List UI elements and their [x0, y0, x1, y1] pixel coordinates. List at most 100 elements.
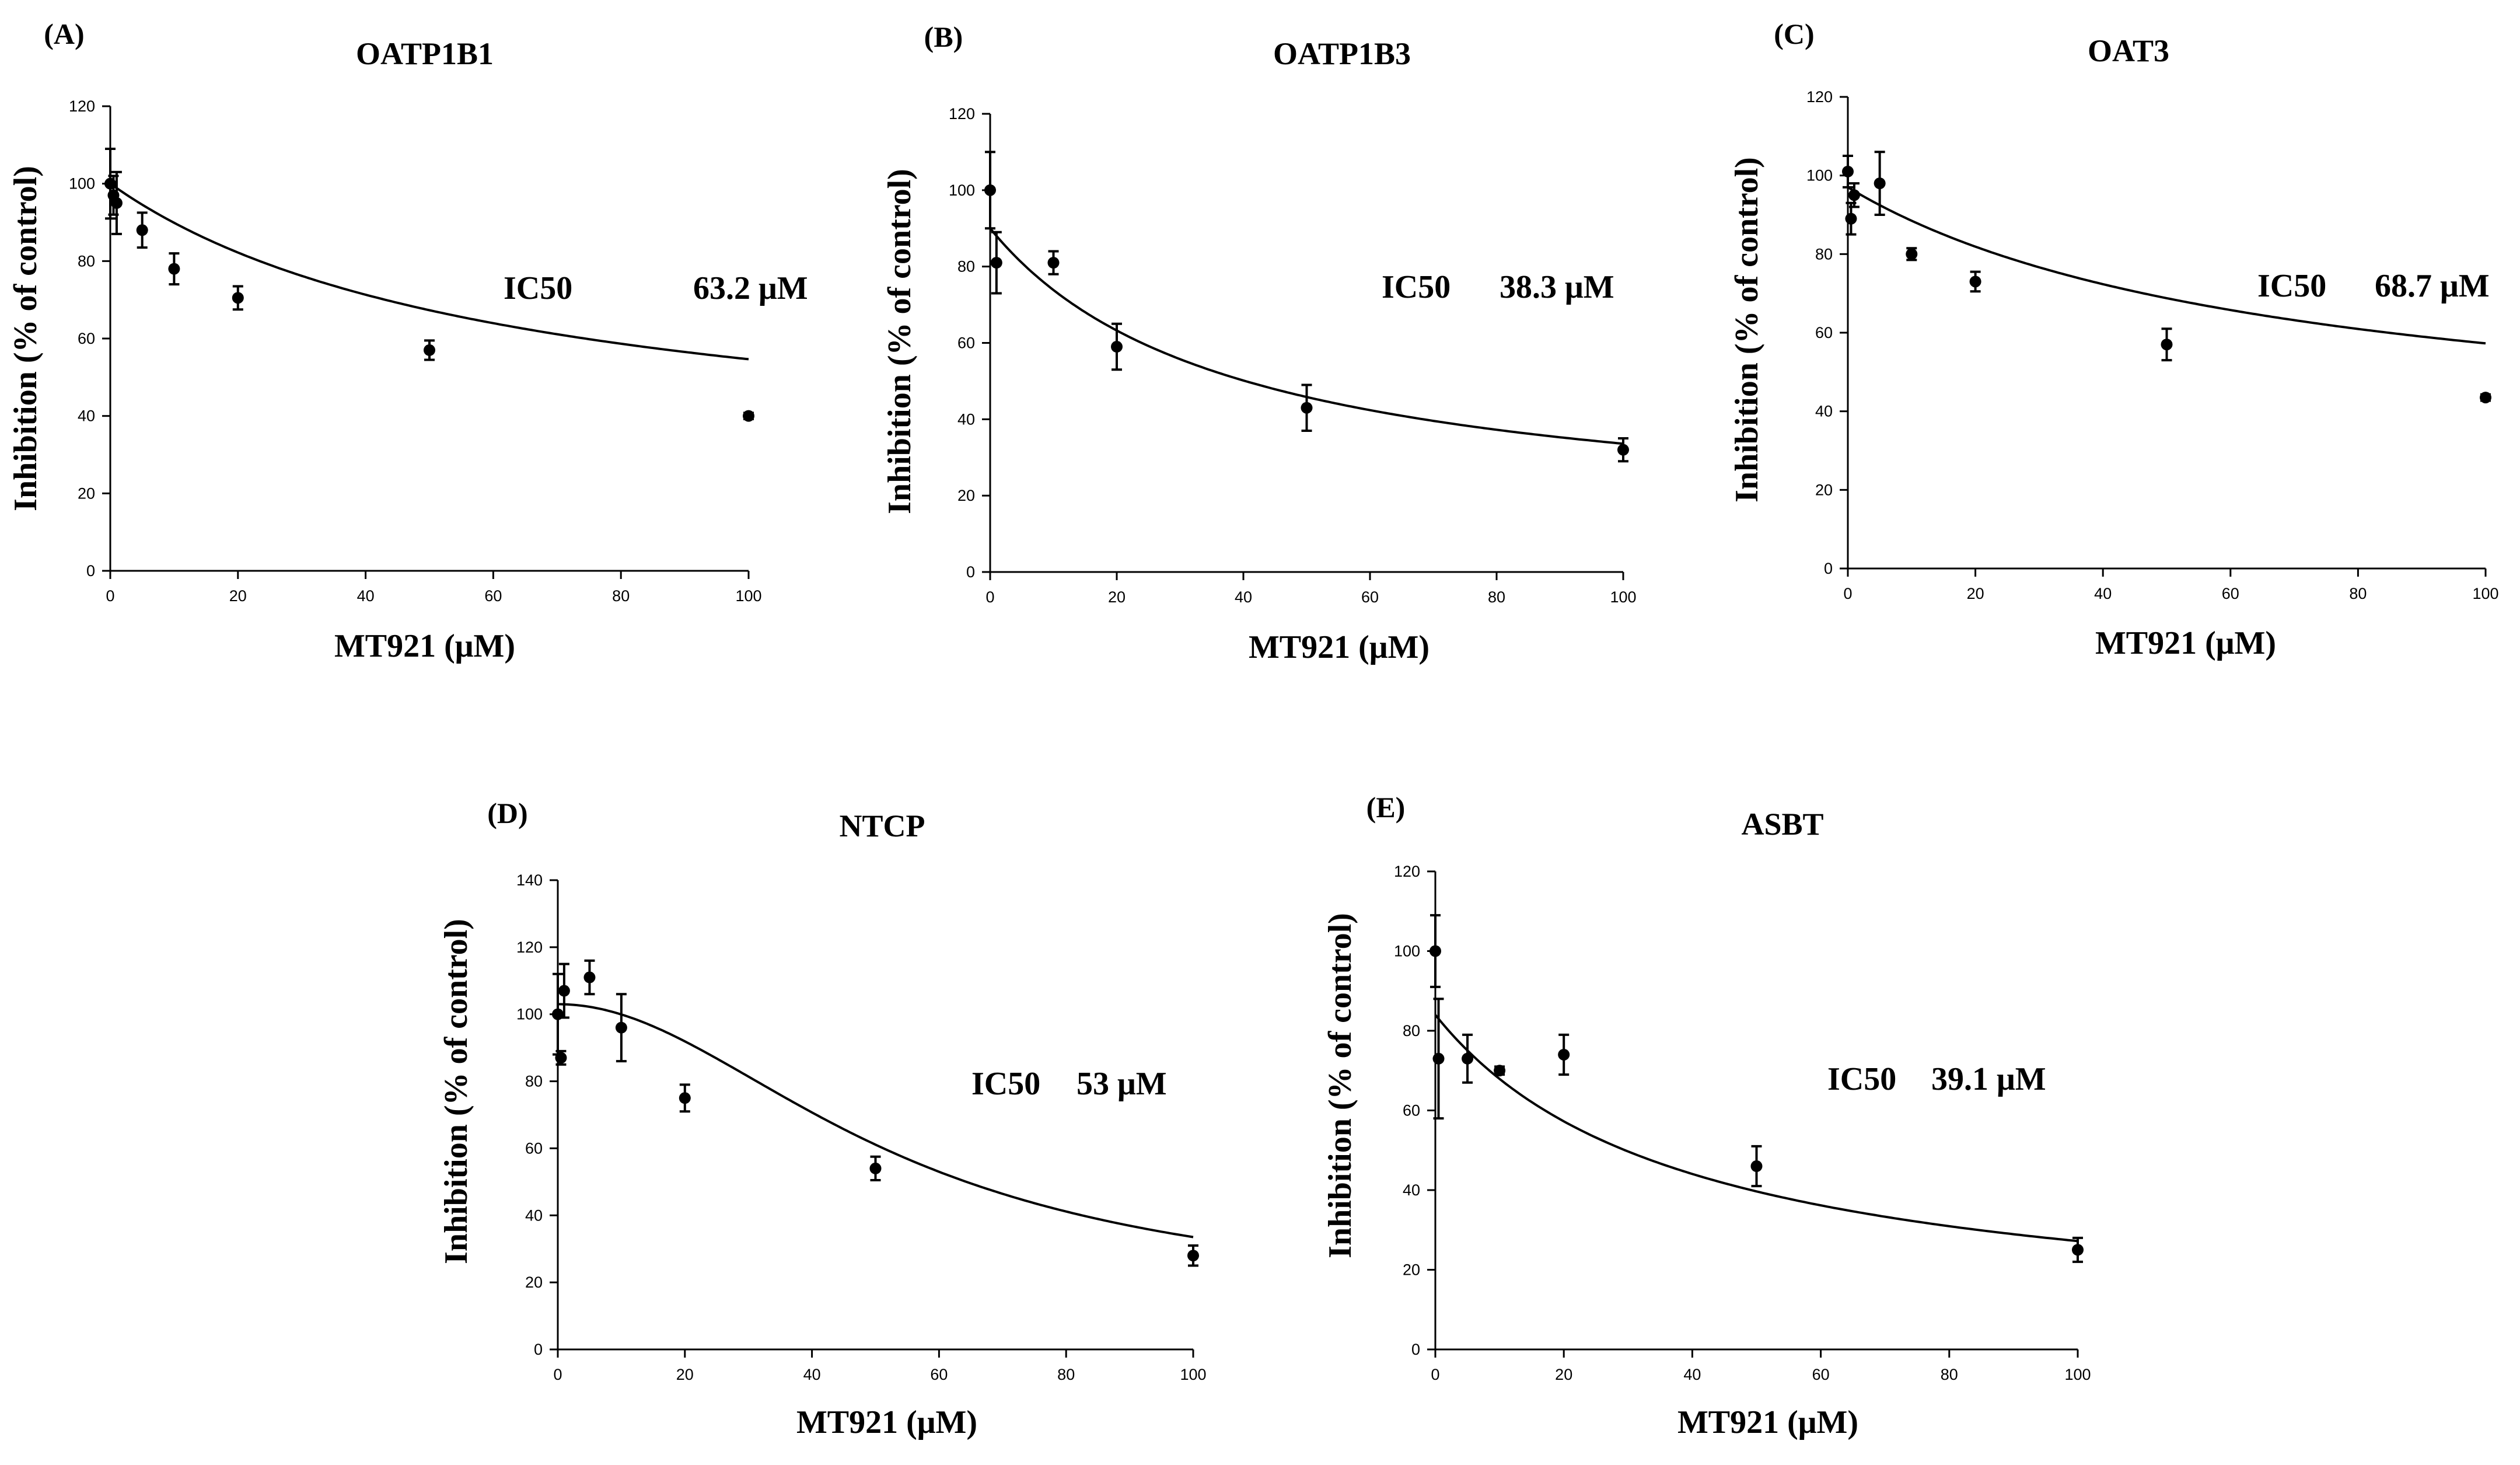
data-point	[232, 292, 244, 304]
x-tick-label: 20	[1555, 1366, 1572, 1383]
panel-letter: (D)	[487, 797, 527, 829]
x-tick-label: 40	[2094, 585, 2112, 602]
x-tick-label: 100	[735, 587, 761, 605]
ic50-label: IC50	[971, 1066, 1040, 1102]
y-tick-label: 80	[1815, 245, 1833, 263]
chart-title: OATP1B1	[356, 36, 494, 71]
data-point	[615, 1021, 627, 1034]
data-point	[1111, 341, 1123, 353]
fit-curve	[558, 1003, 1194, 1239]
y-tick-label: 80	[1403, 1022, 1420, 1040]
panel-ntcp: (D) NTCP 0 20 40 60 80 100 120 140 0 20 40 60 80 100 MT9…	[438, 797, 1207, 1440]
fit-curve	[1847, 186, 2486, 345]
data-point	[558, 985, 570, 997]
x-tick-label: 60	[484, 587, 502, 605]
ic50-label: IC50	[1382, 269, 1451, 305]
y-tick-label: 20	[957, 487, 975, 504]
y-tick-label: 120	[69, 97, 95, 115]
x-tick-label: 100	[2472, 585, 2498, 602]
x-tick-label: 80	[612, 587, 630, 605]
x-tick-label: 20	[229, 587, 247, 605]
data-point	[1845, 212, 1857, 225]
x-tick-label: 0	[106, 587, 114, 605]
chart-title: NTCP	[840, 808, 925, 843]
x-tick-label: 0	[985, 588, 994, 606]
x-tick-label: 80	[2349, 585, 2367, 602]
x-axis-label: MT921 (μM)	[1677, 1404, 1858, 1440]
data-point	[1874, 177, 1886, 190]
y-tick-label: 0	[966, 563, 975, 581]
data-point	[1617, 444, 1629, 456]
x-tick-label: 60	[2222, 585, 2239, 602]
y-tick-label: 0	[534, 1341, 543, 1358]
data-point	[1187, 1250, 1199, 1262]
panel-letter: (A)	[44, 18, 84, 50]
y-tick-label: 40	[1403, 1181, 1420, 1199]
x-axis-label: MT921 (μM)	[1249, 629, 1429, 665]
y-tick-label: 80	[78, 252, 95, 270]
x-axis-label: MT921 (μM)	[2095, 625, 2276, 661]
data-point	[1848, 189, 1860, 201]
data-point	[1429, 945, 1441, 957]
ic50-value: 38.3 μM	[1500, 269, 1614, 305]
data-point	[743, 410, 754, 422]
panel-letter: (E)	[1366, 791, 1406, 824]
y-tick-label: 100	[516, 1006, 543, 1023]
y-tick-label: 100	[949, 182, 975, 199]
x-tick-label: 20	[1108, 588, 1126, 606]
y-tick-label: 120	[516, 939, 543, 956]
y-tick-label: 40	[957, 410, 975, 428]
x-tick-label: 100	[1610, 588, 1636, 606]
x-tick-label: 40	[1683, 1366, 1701, 1383]
y-tick-label: 0	[1824, 560, 1833, 577]
data-point	[990, 257, 1002, 269]
ic50-value: 53 μM	[1076, 1066, 1167, 1102]
data-point	[984, 184, 996, 196]
y-tick-label: 20	[1815, 481, 1833, 498]
ic50-value: 39.1 μM	[1931, 1061, 2046, 1097]
data-point	[555, 1052, 567, 1064]
x-tick-label: 80	[1941, 1366, 1958, 1383]
y-tick-label: 0	[86, 562, 95, 580]
ic50-label: IC50	[504, 270, 572, 306]
data-point	[1462, 1052, 1474, 1065]
panel-oatp1b1: (A) OATP1B1 0 20 40 60 80 100 120 0 20 40 60 80 100 MT9…	[8, 18, 808, 664]
fit-curve	[109, 183, 749, 361]
y-tick-label: 120	[1806, 88, 1833, 106]
x-axis-label: MT921 (μM)	[334, 628, 515, 664]
data-point	[136, 224, 148, 236]
panel-oat3: (C) OAT3 0 20 40 60 80 100 120 0 20 40 60 80 100 MT921 …	[1729, 18, 2499, 661]
y-tick-label: 40	[78, 407, 95, 425]
y-axis-label: Inhibition (% of control)	[1729, 157, 1765, 503]
chart-title: OAT3	[2088, 33, 2169, 68]
data-point	[1842, 165, 1854, 177]
y-tick-label: 60	[78, 330, 95, 347]
y-tick-label: 20	[525, 1274, 543, 1291]
x-tick-label: 60	[1812, 1366, 1830, 1383]
y-tick-label: 120	[949, 105, 975, 123]
data-point	[168, 263, 180, 275]
y-tick-label: 100	[69, 175, 95, 193]
panel-asbt: (E) ASBT 0 20 40 60 80 100 120 0 20 40 60 80 100 MT921 …	[1322, 791, 2091, 1440]
y-tick-label: 60	[1403, 1102, 1420, 1119]
x-tick-label: 40	[1235, 588, 1252, 606]
y-tick-label: 100	[1394, 943, 1420, 960]
y-tick-label: 40	[1815, 403, 1833, 420]
x-tick-label: 40	[803, 1366, 821, 1383]
data-point	[2161, 339, 2173, 351]
data-point	[1047, 257, 1060, 269]
ic50-label: IC50	[1827, 1061, 1896, 1097]
fit-curve	[1434, 1014, 2078, 1243]
ic50-label: IC50	[2257, 268, 2326, 304]
data-point	[1301, 402, 1313, 414]
y-tick-label: 60	[525, 1139, 543, 1157]
x-tick-label: 60	[1361, 588, 1379, 606]
data-point	[1558, 1048, 1570, 1061]
data-point	[1906, 248, 1918, 260]
x-tick-label: 80	[1488, 588, 1505, 606]
data-point	[679, 1092, 691, 1104]
chart-title: ASBT	[1741, 807, 1823, 842]
y-tick-label: 80	[957, 258, 975, 275]
y-tick-label: 80	[525, 1073, 543, 1090]
